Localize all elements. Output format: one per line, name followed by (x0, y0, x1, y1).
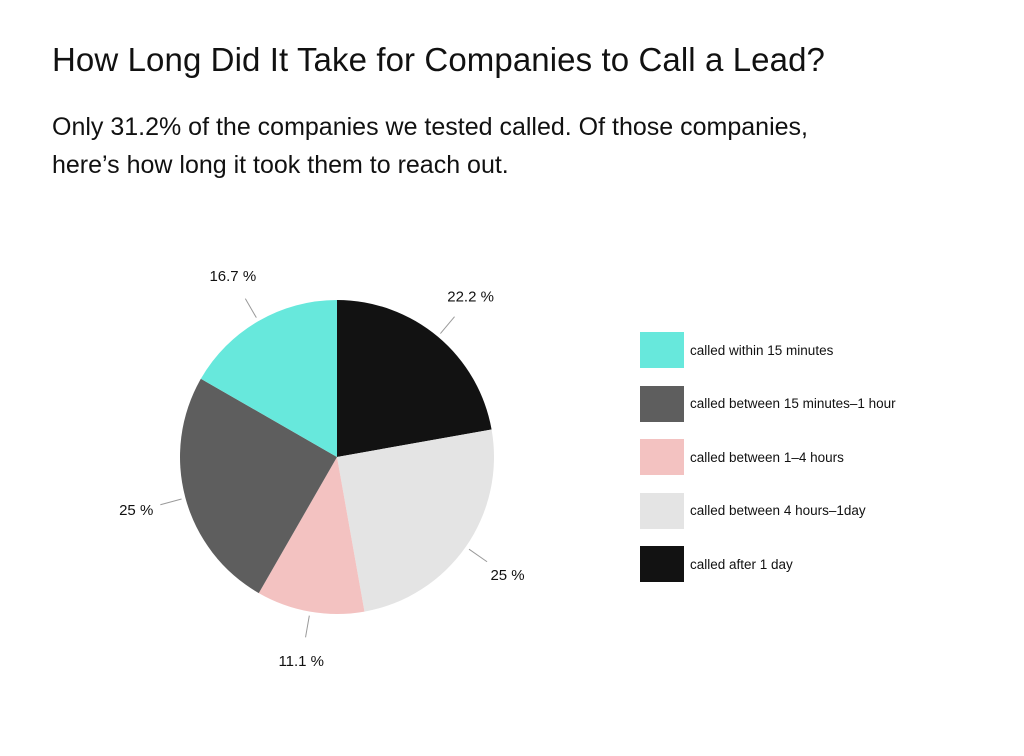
slice-label-called-within-15-minutes: 16.7 % (209, 268, 256, 285)
slice-label-called-between-15-minutes-1-hour: 25 % (119, 502, 153, 519)
leader-line-called-between-4-hours-1day (468, 548, 488, 563)
pie-slices (180, 300, 494, 614)
legend-swatch-4-hours-to-1-day (640, 492, 684, 529)
subtitle-line-2: here’s how long it took them to reach ou… (52, 151, 509, 179)
pie-slice-called-between-1-4-hours (258, 457, 365, 614)
leader-line-called-within-15-minutes (244, 298, 257, 318)
leader-lines (160, 298, 488, 638)
slice-labels: 22.2 % 25 % 11.1 % 25 % 16.7 % (119, 268, 525, 670)
pie-slice-called-between-15-minutes-1-hour (180, 378, 337, 594)
legend-item-after-1-day: called after 1 day (640, 546, 896, 582)
slice-label-called-between-4-hours-1day: 25 % (490, 567, 524, 584)
slice-label-called-between-1-4-hours: 11.1 % (278, 653, 324, 670)
legend-label-15-minutes-to-1-hour: called between 15 minutes–1 hour (690, 396, 896, 411)
legend-swatch-1-to-4-hours (640, 439, 684, 475)
chart-title: How Long Did It Take for Companies to Ca… (52, 41, 825, 78)
pie-slice-called-within-15-minutes (200, 300, 337, 457)
legend-swatch-15-minutes-to-1-hour (640, 385, 684, 422)
leader-line-called-after-1-day (440, 316, 455, 334)
slice-label-called-after-1-day: 22.2 % (447, 289, 494, 306)
legend-label-4-hours-to-1-day: called between 4 hours–1day (690, 503, 866, 518)
pie-slice-called-after-1-day (337, 300, 492, 457)
leader-line-called-between-15-minutes-1-hour (160, 498, 182, 506)
legend-label-after-1-day: called after 1 day (690, 556, 793, 572)
subtitle-line-1: Only 31.2% of the companies we tested ca… (52, 113, 808, 141)
chart-subtitle: Only 31.2% of the companies we tested ca… (52, 108, 932, 184)
legend-item-4-hours-to-1-day: called between 4 hours–1day (640, 492, 896, 529)
legend-swatch-after-1-day (640, 546, 684, 582)
leader-line-called-between-1-4-hours (305, 615, 310, 638)
legend: called within 15 minutes called between … (640, 332, 896, 600)
pie-slice-called-between-4-hours-1day (337, 429, 494, 612)
legend-item-within-15-minutes: called within 15 minutes (640, 332, 896, 368)
legend-swatch-within-15-minutes (640, 332, 684, 368)
legend-label-within-15-minutes: called within 15 minutes (690, 342, 834, 358)
legend-item-1-to-4-hours: called between 1–4 hours (640, 439, 896, 475)
legend-item-15-minutes-to-1-hour: called between 15 minutes–1 hour (640, 385, 896, 422)
legend-label-1-to-4-hours: called between 1–4 hours (690, 449, 844, 465)
